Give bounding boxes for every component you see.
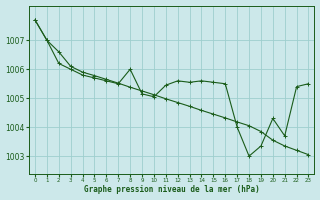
X-axis label: Graphe pression niveau de la mer (hPa): Graphe pression niveau de la mer (hPa) [84, 185, 260, 194]
